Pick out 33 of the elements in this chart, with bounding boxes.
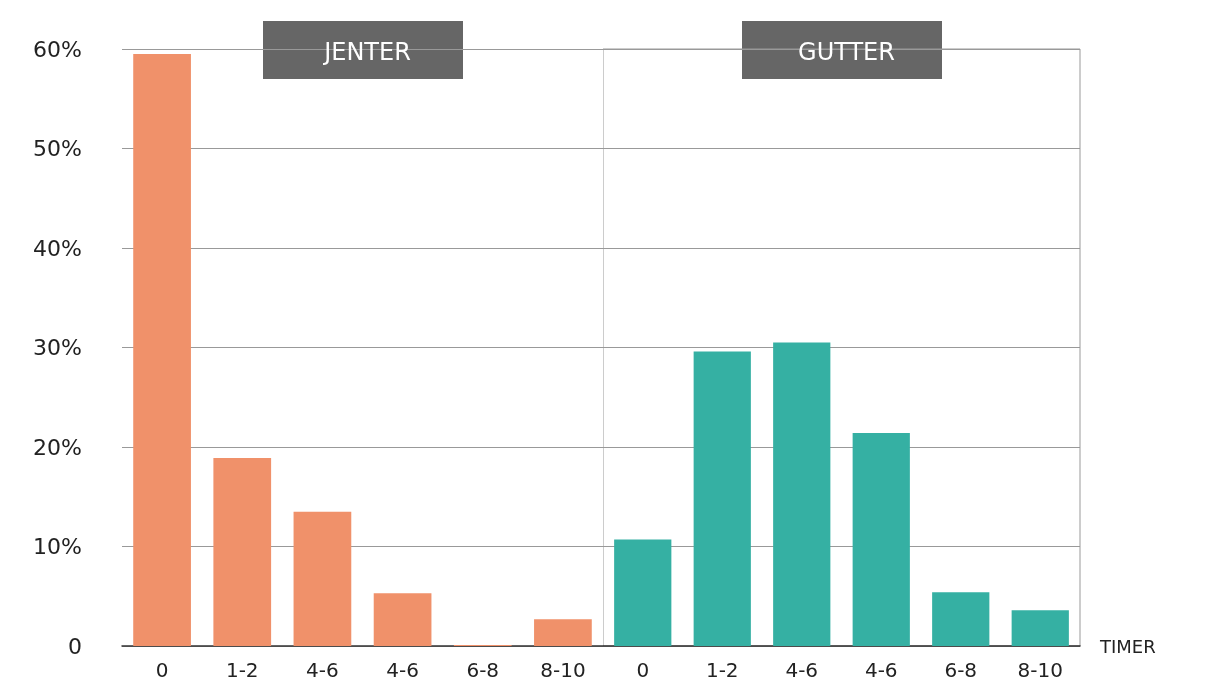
x-tick-label: 0 <box>636 658 650 682</box>
y-tick-label: 10% <box>33 534 82 559</box>
y-tick-label: 30% <box>33 335 82 360</box>
y-tick-label: 0 <box>68 633 82 659</box>
x-tick-label: 4-6 <box>864 658 898 682</box>
x-tick-label: 6-8 <box>944 658 978 682</box>
y-tick-label: 50% <box>33 136 82 161</box>
chart-title: GUTTER <box>798 38 895 66</box>
bar <box>932 592 990 646</box>
bar <box>852 433 910 646</box>
bar <box>373 593 432 646</box>
bar <box>614 539 672 646</box>
x-tick-label: 8-10 <box>540 658 586 682</box>
y-tick-label: 40% <box>33 235 82 261</box>
chart-title: JENTER <box>322 38 411 66</box>
bar <box>213 457 272 646</box>
x-tick-label: 4-6 <box>306 658 339 682</box>
bar <box>133 53 191 646</box>
x-tick-label: 6-8 <box>466 658 500 682</box>
y-tick-label: 20% <box>33 434 82 460</box>
bar <box>693 351 751 646</box>
x-tick-label: 1-2 <box>705 658 739 682</box>
bar <box>773 342 831 646</box>
bar <box>293 511 352 646</box>
x-tick-label: 4-6 <box>386 658 419 682</box>
bar <box>534 619 592 646</box>
x-tick-label: 1-2 <box>225 658 259 682</box>
x-tick-label: 8-10 <box>1017 658 1063 682</box>
x-tick-label: 0 <box>155 658 169 682</box>
x-tick-label: 4-6 <box>785 658 819 682</box>
y-tick-label: 60% <box>33 36 82 62</box>
x-axis-title: TIMER <box>1099 635 1156 657</box>
bar <box>1011 610 1069 646</box>
